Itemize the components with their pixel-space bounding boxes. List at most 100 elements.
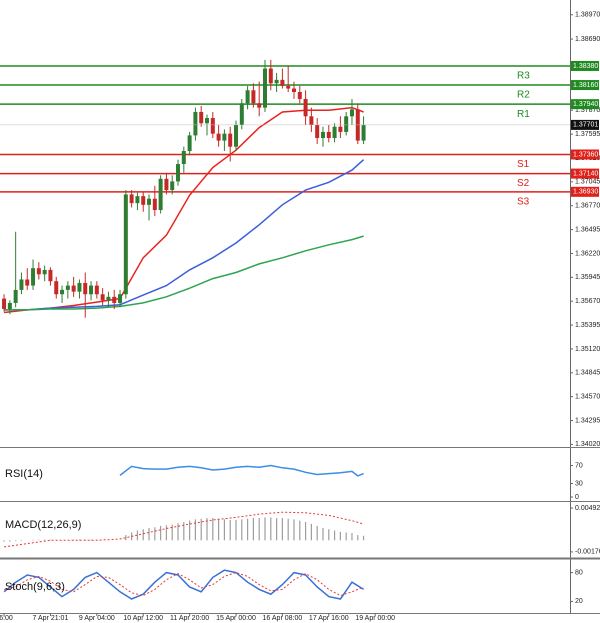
candle-body (297, 92, 302, 99)
candle-body (187, 135, 192, 152)
candle-body (54, 281, 59, 295)
y-tick-label: 1.34845 (575, 370, 600, 377)
y-tick-label: -0.001769 (575, 549, 600, 556)
histogram-bar (165, 525, 168, 541)
histogram-bar (345, 532, 347, 541)
histogram-bar (44, 539, 46, 541)
candle-body (100, 294, 105, 301)
histogram-bar (252, 518, 254, 541)
candle-body (193, 111, 198, 136)
y-tick-label: 1.36220 (575, 250, 600, 257)
candle-body (199, 111, 204, 124)
histogram-bar (3, 540, 5, 542)
histogram-bar (299, 520, 301, 541)
level-price-label: 1.38160 (573, 82, 598, 89)
histogram-bar (177, 523, 179, 541)
histogram-bar (125, 535, 127, 541)
histogram-bar (357, 535, 359, 541)
candle-body (158, 178, 163, 211)
candle-body (338, 126, 343, 132)
candle-body (239, 103, 244, 125)
candle-body (234, 124, 239, 147)
candle-body (315, 124, 320, 139)
candle-body (19, 279, 24, 290)
y-tick-label: 30 (575, 480, 583, 487)
y-tick-label: 1.35670 (575, 298, 600, 305)
candle-body (344, 116, 349, 132)
histogram-bar (78, 539, 81, 541)
y-tick-label: 1.37595 (575, 131, 600, 138)
histogram-bar (136, 530, 139, 541)
histogram-bar (183, 521, 185, 541)
indicator-line (4, 106, 364, 314)
indicator-line (119, 464, 364, 477)
candle-body (170, 181, 175, 191)
histogram-bar (15, 540, 17, 541)
histogram-bar (258, 518, 260, 541)
x-tick-label: 19 Apr 00:00 (355, 615, 395, 622)
indicator-line (4, 159, 365, 311)
histogram-bar (246, 518, 249, 541)
level-name: S3 (517, 196, 530, 207)
indicator-line (4, 235, 364, 311)
y-tick-label: 1.34570 (575, 394, 600, 401)
histogram-bar (90, 539, 92, 541)
level-name: R1 (517, 109, 530, 120)
candle-body (268, 68, 273, 84)
candle-body (222, 133, 227, 141)
candle-body (210, 118, 215, 134)
histogram-bar (229, 520, 231, 541)
level-price-box (571, 168, 599, 179)
x-tick-label: 11 Apr 20:00 (170, 615, 209, 622)
candle-body (309, 116, 314, 125)
y-tick-label: 0 (575, 494, 579, 501)
histogram-bar (194, 519, 197, 541)
histogram-bar (293, 519, 295, 541)
y-tick-label: 20 (575, 598, 583, 605)
candle-body (326, 131, 331, 139)
y-tick-label: 70 (575, 462, 583, 469)
candle-body (280, 79, 285, 86)
y-tick-label: 1.34295 (575, 417, 600, 424)
level-price-label: 1.36930 (573, 189, 598, 196)
y-tick-label: 1.35120 (575, 346, 600, 353)
histogram-bar (154, 527, 156, 541)
x-tick-label: 7 Apr 21:01 (33, 615, 69, 622)
candle-body (361, 124, 366, 141)
histogram-bar (212, 518, 214, 541)
level-name: R2 (517, 90, 530, 101)
candle-body (257, 103, 262, 108)
histogram-bar (218, 518, 220, 541)
histogram-bar (316, 525, 318, 541)
histogram-bar (160, 525, 162, 541)
candle-body (112, 296, 117, 303)
candle-body (251, 90, 256, 104)
indicator-line (4, 511, 364, 548)
level-price-label: 1.37360 (573, 151, 598, 158)
histogram-bar (38, 539, 40, 541)
candle-body (94, 285, 99, 295)
histogram-bar (9, 540, 11, 542)
panel-title: Stoch(9,6,3) (5, 581, 65, 593)
candle-body (349, 109, 354, 117)
x-tick-label: 10 Apr 12:00 (123, 615, 163, 622)
indicator-line (3, 569, 364, 600)
histogram-bar (49, 539, 52, 541)
histogram-bar (206, 518, 208, 541)
level-price-label: 1.37140 (573, 170, 598, 177)
x-tick-label: 15 Apr 00:00 (216, 615, 256, 622)
x-tick-label: 9 Apr 04:00 (79, 615, 115, 622)
histogram-bar (32, 539, 34, 541)
candle-body (176, 164, 181, 182)
candle-body (303, 98, 308, 117)
candle-body (181, 151, 186, 165)
candle-body (286, 85, 291, 89)
histogram-bar (328, 529, 330, 541)
histogram-bar (270, 517, 272, 541)
histogram-bar (351, 533, 353, 541)
y-tick-label: 1.37045 (575, 179, 600, 186)
histogram-bar (148, 527, 150, 541)
candle-body (118, 294, 123, 303)
candle-body (274, 79, 279, 84)
